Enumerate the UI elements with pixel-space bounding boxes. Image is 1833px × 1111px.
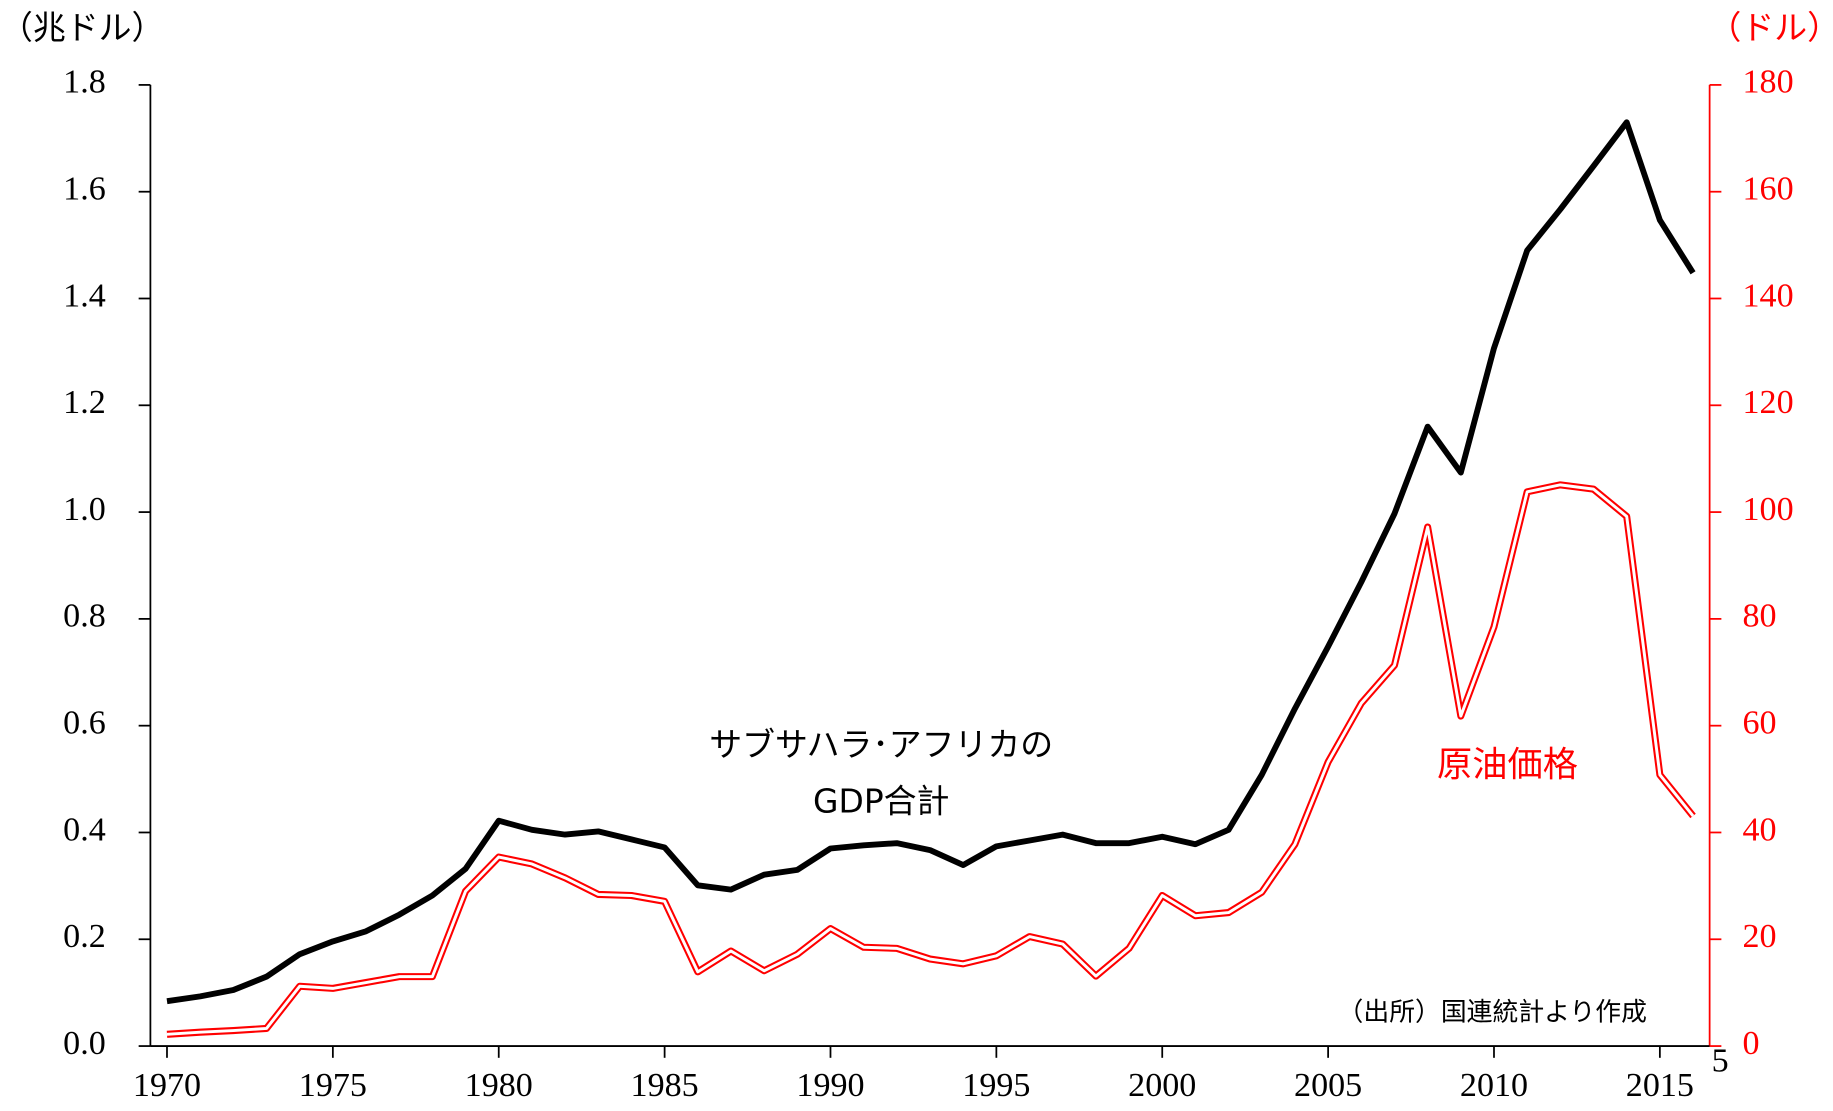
y2-tick-label: 40 xyxy=(1743,811,1777,848)
y-tick-label: 0.2 xyxy=(63,918,106,955)
x-tick-label: 2010 xyxy=(1460,1067,1528,1104)
line xyxy=(166,119,1696,1005)
y-tick-label: 1.0 xyxy=(63,491,106,528)
x-tick-label: 2015 xyxy=(1626,1067,1694,1104)
y2-tick-label: 20 xyxy=(1743,918,1777,955)
stray-label: 5 xyxy=(1712,1043,1729,1080)
y-tick-label: 1.4 xyxy=(63,277,106,314)
x-tick-label: 1975 xyxy=(299,1067,367,1104)
y2-tick-label: 60 xyxy=(1743,704,1777,741)
y2-tick-label: 80 xyxy=(1743,598,1777,635)
y-tick-label: 0.0 xyxy=(63,1025,106,1062)
series-label: GDP合計 xyxy=(813,781,949,820)
y-tick-label: 1.2 xyxy=(63,384,106,421)
x-tick-label: 2005 xyxy=(1294,1067,1362,1104)
y-tick-label: 1.8 xyxy=(63,64,106,101)
y-tick-label: 0.6 xyxy=(63,704,106,741)
series-label: サブサハラ･アフリカの xyxy=(709,725,1053,764)
x-tick-label: 1990 xyxy=(796,1067,864,1104)
x-tick-label: 2000 xyxy=(1128,1067,1196,1104)
line-inner xyxy=(166,483,1695,1036)
series-label: 原油価格 xyxy=(1437,744,1578,785)
x-tick-label: 1995 xyxy=(962,1067,1030,1104)
y-tick-label: 0.8 xyxy=(63,598,106,635)
x-tick-label: 1980 xyxy=(465,1067,533,1104)
y2-tick-label: 160 xyxy=(1743,171,1794,208)
y2-tick-label: 100 xyxy=(1743,491,1794,528)
y2-tick-label: 0 xyxy=(1743,1025,1760,1062)
y2-axis-unit: （ドル） xyxy=(1708,8,1833,47)
y-axis-unit: （兆ドル） xyxy=(0,8,164,47)
y2-tick-label: 140 xyxy=(1743,277,1794,314)
y2-tick-label: 180 xyxy=(1743,64,1794,101)
y-tick-label: 0.4 xyxy=(63,811,106,848)
y-tick-label: 1.6 xyxy=(63,171,106,208)
y2-tick-label: 120 xyxy=(1743,384,1794,421)
x-tick-label: 1985 xyxy=(631,1067,699,1104)
x-tick-label: 1970 xyxy=(133,1067,201,1104)
source-note: （出所）国連統計より作成 xyxy=(1338,998,1647,1028)
